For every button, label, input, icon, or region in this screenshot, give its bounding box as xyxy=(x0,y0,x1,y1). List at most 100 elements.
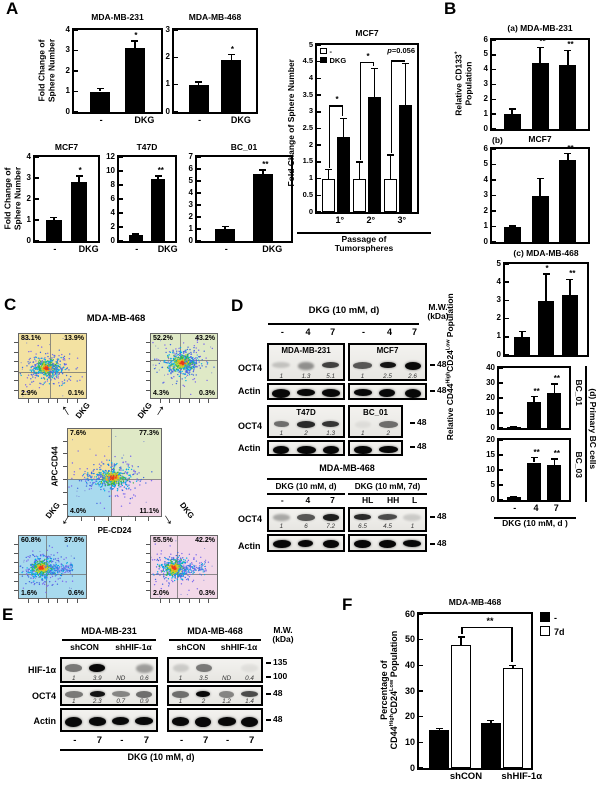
flow-axis-tick xyxy=(146,351,150,353)
y-tick-label: 30 xyxy=(486,377,495,387)
flow-axis-tick xyxy=(80,517,82,521)
quadrant-percentage-bl: 4.0% xyxy=(70,508,86,515)
y-tick-label: 2 xyxy=(496,313,501,323)
blot-d-sub-header-2: DKG (10 mM, 7d) xyxy=(354,482,421,491)
bar xyxy=(547,392,562,428)
flow-axis-tick xyxy=(179,399,181,403)
quadrant-percentage-br: 0.1% xyxy=(68,390,84,397)
y-tick-mark xyxy=(492,163,496,166)
primary-bc-bracket-line xyxy=(585,366,587,502)
lane-label: L xyxy=(412,495,418,505)
bar xyxy=(322,178,336,212)
flow-axis-tick xyxy=(77,399,79,403)
error-bar-cap xyxy=(50,216,58,219)
y-tick-mark xyxy=(499,427,503,429)
x-category-label: - xyxy=(224,244,228,254)
x-category-label: - xyxy=(53,244,57,254)
y-axis-label-a-row1: Fold Change of Sphere Number xyxy=(36,38,56,103)
flow-title: MDA-MB-468 xyxy=(86,313,146,324)
bracket-label: * xyxy=(366,51,370,61)
protein-band xyxy=(272,539,291,549)
mw-marker-value: 48 xyxy=(417,441,427,451)
y-tick-label: 40 xyxy=(404,659,415,670)
y-tick-mark xyxy=(197,240,201,242)
dkg-arrow-label: DKG xyxy=(43,500,62,521)
y-tick-label: 3 xyxy=(496,294,501,304)
chart-title-prefix-B-b: (b) xyxy=(492,135,503,145)
y-tick-mark xyxy=(499,484,503,486)
y-tick-mark xyxy=(505,354,509,356)
y-tick-label: 3 xyxy=(483,79,488,88)
x-category-label: - xyxy=(513,503,517,513)
bar xyxy=(527,462,541,500)
protein-band xyxy=(321,388,340,398)
blot-actin-MDA-MB-468 xyxy=(167,708,263,732)
lane-label: 7 xyxy=(203,735,209,746)
y-tick-label: 8 xyxy=(110,179,115,189)
bar xyxy=(367,96,381,212)
protein-band xyxy=(322,513,339,521)
y-tick-label: 2 xyxy=(65,65,70,75)
y-tick-mark xyxy=(74,111,78,113)
quadrant-percentage-tl: 52.2% xyxy=(153,335,173,342)
chart-A-T47D: 0 2 4 6 8 10 12 - ** DKG xyxy=(106,152,178,254)
y-tick-mark xyxy=(419,638,423,641)
error-bar-cap xyxy=(566,278,574,281)
flow-axis-tick xyxy=(14,589,18,591)
y-tick-label: 4 xyxy=(483,64,488,74)
quadrant-percentage-br: 0.6% xyxy=(68,590,84,597)
bracket-leg xyxy=(403,60,406,63)
flow-axis-tick xyxy=(198,399,200,403)
error-bar-cap xyxy=(387,154,395,156)
y-tick-label: 10 xyxy=(486,464,495,474)
flow-axis-tick xyxy=(146,562,150,564)
y-tick-mark xyxy=(492,179,496,181)
protein-band xyxy=(217,716,236,727)
mw-marker-value: 48 xyxy=(417,417,427,427)
y-tick-mark xyxy=(499,382,503,384)
y-tick-mark xyxy=(492,54,496,56)
dkg-arrow-label: DKG xyxy=(73,400,92,421)
mw-marker-value: 48 xyxy=(437,385,447,395)
bracket-top xyxy=(328,105,344,107)
quadrant-percentage-br: 0.3% xyxy=(199,590,215,597)
y-tick-mark xyxy=(499,454,503,456)
lane-label: - xyxy=(226,735,230,746)
error-bar-line xyxy=(78,175,80,183)
scatter-cluster xyxy=(151,538,214,598)
blot-d-mdamb468-title: MDA-MB-468 xyxy=(319,463,375,473)
y-tick-label: 6 xyxy=(483,143,488,153)
y-tick-label: 6 xyxy=(483,34,488,44)
band-quantification-value: ND xyxy=(221,675,232,682)
side-label-bc01: BC_01 xyxy=(573,379,584,406)
error-bar-line xyxy=(134,41,136,49)
protein-band xyxy=(403,513,422,521)
blot-oct4-bc01: BC_01 1 2 xyxy=(348,405,403,438)
chart-title-F: MDA-MB-468 xyxy=(448,597,502,607)
flow-axis-tick xyxy=(169,399,171,403)
y-tick-label: 10 xyxy=(404,736,415,747)
y-tick-mark xyxy=(499,412,503,414)
y-tick-label: 5 xyxy=(490,479,495,489)
legend-swatch-icon xyxy=(540,612,550,622)
protein-band xyxy=(172,663,189,672)
error-bar-cap xyxy=(530,395,538,398)
y-tick-label: 30 xyxy=(404,685,415,696)
bracket-top xyxy=(390,60,406,62)
y-axis-label-a-row2: Fold Change of Sphere Number xyxy=(2,166,22,231)
gate-line-horizontal xyxy=(19,574,86,576)
bar xyxy=(188,84,209,112)
error-bar-line xyxy=(262,170,264,174)
chart-A-BC01: 0 1 2 3 4 5 6 7 - ** DKG xyxy=(189,152,293,254)
mw-tick xyxy=(410,446,415,448)
error-bar-line xyxy=(389,155,392,179)
flow-axis-tick xyxy=(14,389,18,391)
lane-label: 4 xyxy=(305,495,311,505)
quadrant-percentage-bl: 1.6% xyxy=(21,590,37,597)
bar xyxy=(429,730,450,768)
y-tick-mark xyxy=(505,263,509,265)
flow-axis-tick xyxy=(121,517,123,521)
y-tick-mark xyxy=(74,70,78,72)
error-bar-cap xyxy=(536,177,544,180)
y-axis-label-b-cd133: Relative CD133+ Population xyxy=(453,51,473,116)
